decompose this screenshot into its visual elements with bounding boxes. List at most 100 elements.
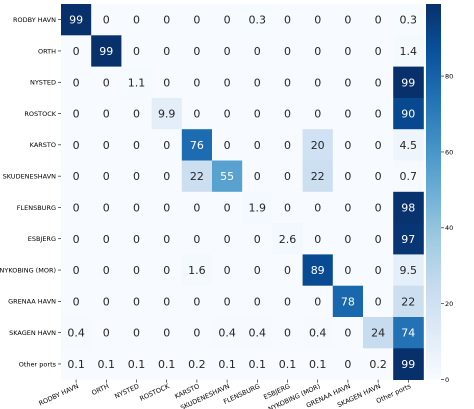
heatmap-cell-skagen-havn-rostock <box>151 317 183 349</box>
cell-value-label: 0 <box>224 139 231 152</box>
heatmap-cell-orth-rostock <box>151 35 183 67</box>
cell-value-label: 1.6 <box>188 264 206 277</box>
heatmap-cell-esbjerg-karsto <box>181 223 213 255</box>
cell-value-label: 0 <box>73 76 80 89</box>
cell-value-label: 0.4 <box>309 327 327 340</box>
heatmap-cell-esbjerg-orth <box>91 223 122 255</box>
heatmap-cell-orth-flensburg <box>242 35 273 67</box>
cell-value-label: 0 <box>254 45 261 58</box>
heatmap-cell-esbjerg-skagen-havn <box>363 223 394 255</box>
heatmap-cell-rodby-havn-skagen-havn <box>363 4 394 36</box>
heatmap-cell-rostock-nysted <box>121 97 152 130</box>
heatmap-cell-other-ports-skagen-havn <box>363 348 394 380</box>
colorbar-tick-label: 20 <box>445 300 453 308</box>
cell-value-label: 0 <box>193 327 200 340</box>
cell-value-label: 0 <box>133 45 140 58</box>
heatmap-cell-esbjerg-flensburg <box>242 223 273 255</box>
cell-value-label: 1.4 <box>400 45 418 58</box>
cell-value-label: 76 <box>190 139 204 152</box>
cell-value-label: 0 <box>133 233 140 246</box>
heatmap-cell-orth-skagen-havn <box>363 35 394 67</box>
cell-value-label: 74 <box>401 327 415 340</box>
cell-value-label: 0 <box>193 76 200 89</box>
heatmap-cell-skudeneshavn-grenaa-havn <box>332 160 364 193</box>
cell-value-label: 0 <box>103 233 110 246</box>
heatmap-cell-labels: 99 0 0 0 0 0 0.3 0 0 0 0 0.3 0 99 0 0 0 0 0 0 0 0 0 1.4 0 0 1.1 0 0 0… <box>67 14 417 371</box>
heatmap-cell-grenaa-havn-rodby-havn <box>61 285 92 318</box>
cell-value-label: 0 <box>375 170 382 183</box>
heatmap-cell-skagen-havn-nysted <box>121 317 152 349</box>
heatmap-cell-esbjerg-nysted <box>121 223 152 255</box>
cell-value-label: 0 <box>375 264 382 277</box>
cell-value-label: 0 <box>224 108 231 121</box>
cell-value-label: 0 <box>344 327 351 340</box>
heatmap-cell-other-ports-nysted <box>121 348 152 380</box>
cell-value-label: 0 <box>103 108 110 121</box>
cell-value-label: 2.6 <box>279 233 297 246</box>
cell-value-label: 0 <box>254 295 261 308</box>
cell-value-label: 0 <box>133 108 140 121</box>
heatmap-cell-skagen-havn-karsto <box>181 317 213 349</box>
heatmap-cell-nysted-nykobing-mor <box>302 66 334 99</box>
heatmap-cell-rodby-havn-nysted <box>121 4 152 36</box>
cell-value-label: 0 <box>375 201 382 214</box>
heatmap-cell-skudeneshavn-skagen-havn <box>363 160 394 193</box>
y-tick-label-orth: ORTH <box>38 47 56 55</box>
heatmap-cell-orth-orth <box>91 35 122 67</box>
cell-value-label: 0 <box>73 45 80 58</box>
y-tick-label-nykobing-mor: NYKOBING (MOR) <box>0 266 56 274</box>
heatmap-cell-nysted-other-ports <box>393 66 424 99</box>
cell-value-label: 0 <box>344 76 351 89</box>
cell-value-label: 78 <box>341 295 355 308</box>
x-tick-label-rodby-havn: RODBY HAVN <box>38 382 80 407</box>
cell-value-label: 0 <box>254 76 261 89</box>
cell-value-label: 0 <box>224 201 231 214</box>
cell-value-label: 0 <box>193 45 200 58</box>
x-tick-label-nysted: NYSTED <box>113 382 140 400</box>
heatmap-cell-skagen-havn-other-ports <box>393 317 424 349</box>
heatmap-cell-rostock-flensburg <box>242 97 273 130</box>
heatmap-cell-karsto-skagen-havn <box>363 129 394 161</box>
heatmap-cell-skagen-havn-orth <box>91 317 122 349</box>
heatmap-cell-rostock-esbjerg <box>272 97 303 130</box>
cell-value-label: 0 <box>103 264 110 277</box>
cell-value-label: 99 <box>99 45 113 58</box>
cell-value-label: 55 <box>220 170 234 183</box>
heatmap-cell-rodby-havn-flensburg <box>242 4 273 36</box>
y-tick-label-flensburg: FLENSBURG <box>17 204 56 212</box>
heatmap-cells <box>61 4 424 380</box>
heatmap-cell-esbjerg-esbjerg <box>272 223 303 255</box>
cell-value-label: 0 <box>314 295 321 308</box>
heatmap-cell-rostock-skagen-havn <box>363 97 394 130</box>
y-tick-label-grenaa-havn: GRENAA HAVN <box>8 298 56 306</box>
heatmap-cell-orth-nysted <box>121 35 152 67</box>
heatmap-cell-karsto-other-ports <box>393 129 424 161</box>
heatmap-cell-rodby-havn-esbjerg <box>272 4 303 36</box>
cell-value-label: 0.2 <box>188 358 206 371</box>
cell-value-label: 0 <box>314 108 321 121</box>
cell-value-label: 99 <box>401 358 415 371</box>
heatmap-cell-rostock-other-ports <box>393 97 424 130</box>
heatmap-cell-nysted-rodby-havn <box>61 66 92 99</box>
heatmap-cell-rostock-skudeneshavn <box>212 97 243 130</box>
heatmap-cell-nykobing-mor-other-ports <box>393 254 424 287</box>
cell-value-label: 0 <box>224 76 231 89</box>
heatmap-cell-grenaa-havn-skagen-havn <box>363 285 394 318</box>
heatmap-cell-other-ports-rostock <box>151 348 183 380</box>
heatmap-cell-flensburg-nykobing-mor <box>302 191 334 224</box>
cell-value-label: 22 <box>190 170 204 183</box>
heatmap-cell-nykobing-mor-skudeneshavn <box>212 254 243 287</box>
cell-value-label: 0.1 <box>218 358 236 371</box>
heatmap-cell-karsto-nysted <box>121 129 152 161</box>
heatmap-cell-esbjerg-other-ports <box>393 223 424 255</box>
cell-value-label: 0 <box>103 327 110 340</box>
heatmap-cell-other-ports-rodby-havn <box>61 348 92 380</box>
cell-value-label: 0 <box>375 45 382 58</box>
heatmap-cell-grenaa-havn-karsto <box>181 285 213 318</box>
heatmap-cell-nysted-flensburg <box>242 66 273 99</box>
heatmap-cell-skagen-havn-nykobing-mor <box>302 317 334 349</box>
x-tick-label-rostock: ROSTOCK <box>138 382 171 403</box>
cell-value-label: 99 <box>69 14 83 27</box>
heatmap-cell-skagen-havn-grenaa-havn <box>332 317 364 349</box>
